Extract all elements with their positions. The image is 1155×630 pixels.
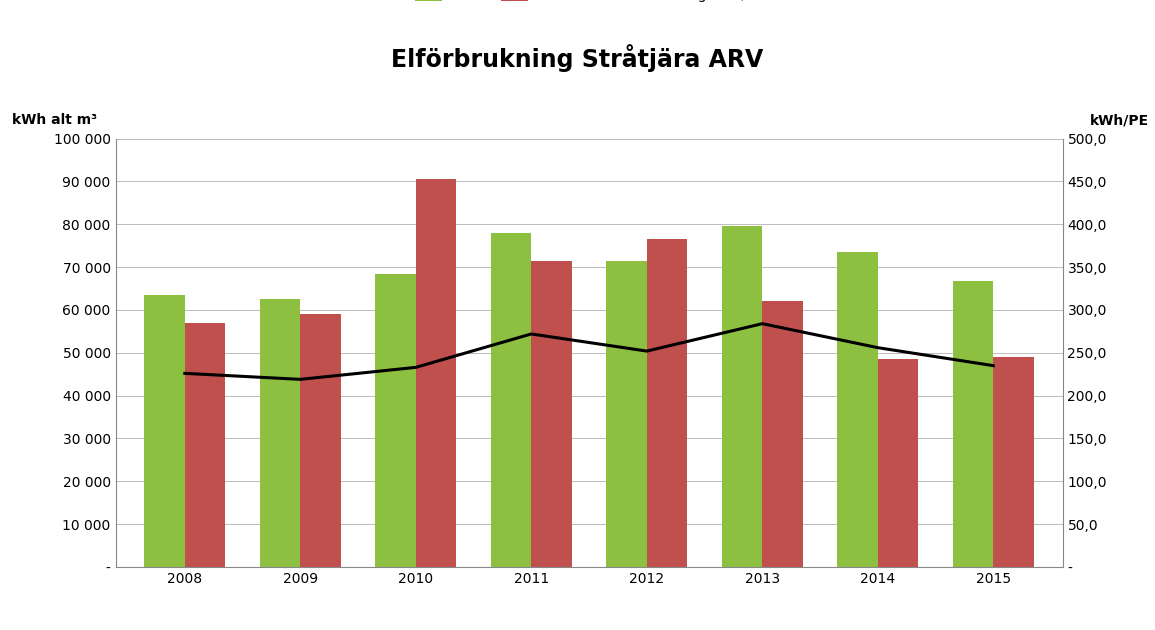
Legend: kWh, m3, Elförbrukning kWh/PE: kWh, m3, Elförbrukning kWh/PE: [409, 0, 769, 8]
Elförbrukning kWh/PE: [178, 370, 192, 377]
Bar: [375, 273, 416, 567]
Elförbrukning kWh/PE: [986, 362, 1000, 369]
Bar: [722, 226, 762, 567]
Bar: [416, 180, 456, 567]
Elförbrukning kWh/PE: [409, 364, 423, 371]
Elförbrukning kWh/PE: [293, 375, 307, 383]
Text: kWh/PE: kWh/PE: [1090, 113, 1149, 127]
Text: kWh alt m³: kWh alt m³: [12, 113, 97, 127]
Bar: [531, 261, 572, 567]
Bar: [878, 359, 918, 567]
Line: Elförbrukning kWh/PE: Elförbrukning kWh/PE: [185, 324, 993, 379]
Elförbrukning kWh/PE: [871, 344, 885, 352]
Elförbrukning kWh/PE: [640, 347, 654, 355]
Bar: [993, 357, 1034, 567]
Bar: [837, 252, 878, 567]
Bar: [647, 239, 687, 567]
Bar: [606, 261, 647, 567]
Bar: [300, 314, 341, 567]
Text: Elförbrukning Stråtjära ARV: Elförbrukning Stråtjära ARV: [392, 44, 763, 72]
Bar: [953, 281, 993, 567]
Bar: [144, 295, 185, 567]
Elförbrukning kWh/PE: [524, 330, 538, 338]
Bar: [185, 323, 225, 567]
Bar: [491, 233, 531, 567]
Bar: [762, 301, 803, 567]
Elförbrukning kWh/PE: [755, 320, 769, 328]
Bar: [260, 299, 300, 567]
